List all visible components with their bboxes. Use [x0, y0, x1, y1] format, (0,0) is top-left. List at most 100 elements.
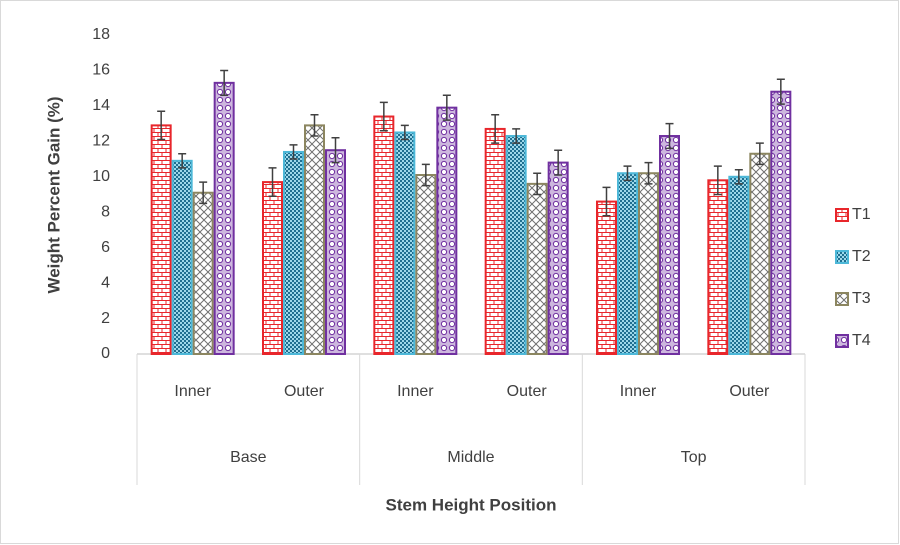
bar [436, 106, 458, 355]
y-tick-label: 6 [101, 239, 110, 256]
error-bar [623, 165, 632, 182]
error-bar [178, 152, 187, 169]
error-bar [199, 181, 208, 205]
bar [596, 200, 617, 355]
error-bar-line [157, 110, 166, 141]
error-bar-line [755, 142, 764, 166]
x-tick-label: Outer [507, 383, 548, 400]
bar [707, 179, 729, 355]
bar [192, 191, 214, 355]
error-bar-line [289, 144, 298, 160]
error-bar-line [331, 137, 340, 164]
error-bar [713, 165, 722, 196]
y-tick-label: 16 [92, 62, 110, 79]
x-tick-label: Outer [284, 383, 325, 400]
legend-swatch [835, 208, 849, 222]
bar [728, 175, 750, 355]
y-axis-title: Weight Percent Gain (%) [44, 96, 63, 293]
error-bar-line [421, 163, 430, 187]
error-bar-line [623, 165, 632, 182]
error-bar-line [491, 114, 500, 144]
error-bar-line [310, 114, 319, 137]
y-tick-label: 4 [101, 274, 110, 291]
y-tick-label: 14 [92, 97, 110, 114]
error-bar [400, 124, 409, 141]
bar [415, 174, 437, 355]
bar [749, 152, 771, 355]
y-tick-label: 8 [101, 203, 110, 220]
x-tick-label: Outer [729, 383, 770, 400]
legend-label: T3 [852, 290, 871, 307]
bar [304, 124, 325, 355]
error-bar-line [602, 186, 611, 217]
error-bar-line [442, 94, 451, 121]
error-bar-line [400, 124, 409, 141]
bar [505, 135, 527, 355]
legend-swatch [835, 334, 849, 348]
error-bar-line [665, 122, 674, 150]
legend-swatch [835, 250, 849, 264]
error-bar [512, 128, 521, 144]
error-bar-line [220, 69, 229, 97]
legend-swatch [835, 292, 849, 306]
bar [325, 149, 346, 355]
error-bar [421, 163, 430, 187]
error-bar-line [379, 101, 388, 132]
error-bar-line [178, 152, 187, 169]
error-bar [554, 149, 563, 176]
legend-label: T4 [852, 332, 871, 349]
bar [171, 159, 193, 355]
error-bar-line [713, 165, 722, 196]
error-bar [220, 69, 229, 97]
x-tick-label: Inner [620, 383, 657, 400]
group-label: Top [681, 449, 707, 466]
bar [373, 115, 395, 356]
x-tick-label: Inner [174, 383, 211, 400]
bar [547, 161, 569, 355]
error-bar [776, 78, 785, 105]
bar [659, 135, 680, 355]
bar [262, 181, 283, 355]
error-bar [734, 168, 743, 185]
legend-label: T2 [852, 248, 871, 265]
y-tick-label: 12 [92, 133, 110, 150]
error-bar-line [734, 168, 743, 185]
bar [770, 90, 792, 355]
bar [213, 81, 235, 355]
y-tick-label: 18 [92, 26, 110, 43]
error-bar [310, 114, 319, 137]
y-tick-label: 2 [101, 310, 110, 327]
error-bar-line [512, 128, 521, 144]
error-bar [331, 137, 340, 164]
error-bar [379, 101, 388, 132]
error-bar [665, 122, 674, 150]
error-bar-line [644, 161, 653, 185]
bar [638, 172, 659, 355]
error-bar [157, 110, 166, 141]
bar [283, 150, 304, 355]
error-bar-line [554, 149, 563, 176]
error-bar [491, 114, 500, 144]
error-bar [289, 144, 298, 160]
bar [150, 124, 172, 355]
group-label: Middle [447, 449, 494, 466]
y-tick-label: 0 [101, 345, 110, 362]
x-axis-title: Stem Height Position [386, 495, 557, 514]
bar [617, 172, 638, 355]
error-bar-line [533, 172, 542, 196]
bar [484, 127, 506, 355]
error-bar [755, 142, 764, 166]
legend-label: T1 [852, 206, 871, 223]
group-label: Base [230, 449, 267, 466]
error-bar-line [268, 167, 277, 198]
bar [526, 182, 548, 355]
error-bar [268, 167, 277, 198]
error-bar [644, 161, 653, 185]
error-bar [602, 186, 611, 217]
error-bar-line [776, 78, 785, 105]
error-bar [533, 172, 542, 196]
x-tick-label: Inner [397, 383, 434, 400]
error-bar-line [199, 181, 208, 205]
y-tick-label: 10 [92, 168, 110, 185]
